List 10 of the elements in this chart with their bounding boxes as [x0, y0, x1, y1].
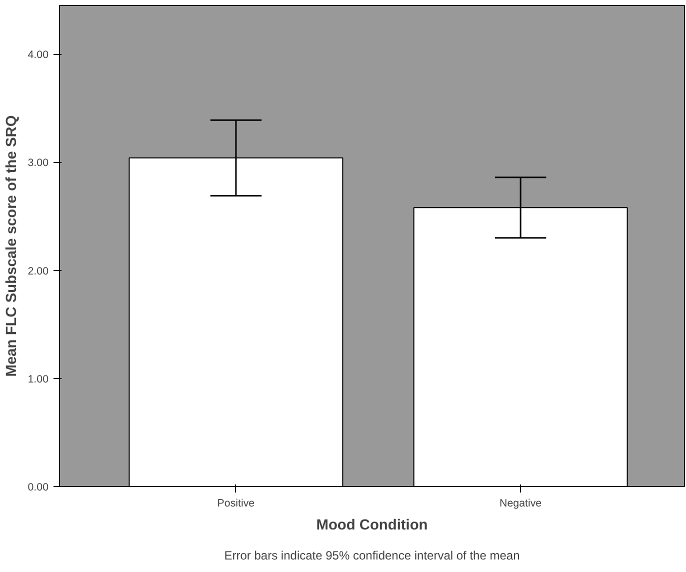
- y-axis-title: Mean FLC Subscale score of the SRQ: [4, 115, 20, 377]
- text: Error bars indicate 95% confidence interval of the mean: [224, 548, 520, 562]
- x-axis-title: Mood Condition: [316, 518, 428, 534]
- y-tick-label: 3.00: [28, 157, 49, 170]
- y-tick-label: 2.00: [28, 265, 49, 278]
- y-tick-label: 4.00: [28, 49, 49, 62]
- x-tick-label: Positive: [217, 498, 255, 510]
- y-tick-label: 1.00: [28, 373, 49, 386]
- y-tick-label: 0.00: [28, 482, 49, 494]
- x-tick-label: Negative: [500, 498, 542, 510]
